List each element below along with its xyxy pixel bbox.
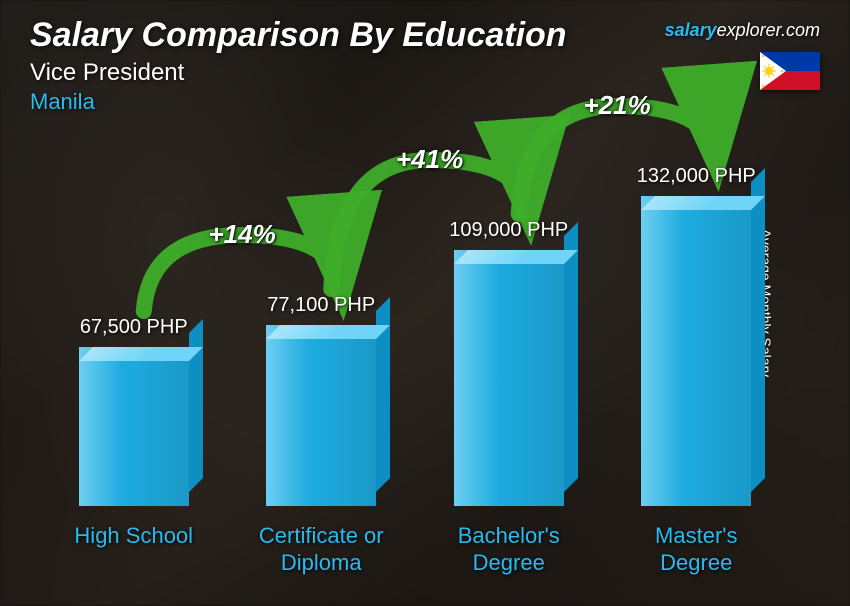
category-label: High School — [44, 523, 224, 576]
category-label: Master'sDegree — [606, 523, 786, 576]
increase-pct-label: +41% — [396, 144, 463, 175]
bar-front — [79, 347, 189, 506]
bar-top — [79, 347, 203, 361]
bar-group: 132,000 PHP — [621, 165, 771, 506]
chart-location: Manila — [30, 89, 567, 115]
bars-container: 67,500 PHP 77,100 PHP 109,000 PHP 132,000 P… — [40, 120, 790, 506]
bar-value-label: 109,000 PHP — [449, 219, 568, 242]
bar-side — [189, 319, 203, 492]
category-label: Bachelor'sDegree — [419, 523, 599, 576]
bar — [641, 196, 751, 506]
chart-area: 67,500 PHP 77,100 PHP 109,000 PHP 132,000 P… — [40, 120, 790, 576]
bar — [79, 347, 189, 506]
bar-top — [641, 196, 765, 210]
increase-pct-label: +21% — [584, 90, 651, 121]
header: Salary Comparison By Education Vice Pres… — [30, 16, 567, 115]
chart-title: Salary Comparison By Education — [30, 16, 567, 55]
bar — [266, 325, 376, 506]
category-label: Certificate orDiploma — [231, 523, 411, 576]
bar-side — [751, 168, 765, 492]
bar-top — [266, 325, 390, 339]
bar-front — [641, 196, 751, 506]
bar-group: 109,000 PHP — [434, 219, 584, 506]
flag-icon — [760, 52, 820, 90]
brand-suffix: explorer.com — [717, 20, 820, 40]
bar-top — [454, 250, 578, 264]
bar-side — [564, 222, 578, 492]
bar-value-label: 67,500 PHP — [80, 316, 188, 339]
brand-prefix: salary — [665, 20, 717, 40]
bar-front — [266, 325, 376, 506]
bar-value-label: 132,000 PHP — [637, 165, 756, 188]
bar-value-label: 77,100 PHP — [267, 294, 375, 317]
chart-subtitle: Vice President — [30, 59, 567, 87]
increase-pct-label: +14% — [209, 219, 276, 250]
bar-front — [454, 250, 564, 506]
brand-watermark: salaryexplorer.com — [665, 20, 820, 41]
container: Salary Comparison By Education Vice Pres… — [0, 0, 850, 606]
flag-rays — [762, 64, 776, 78]
bar-group: 77,100 PHP — [246, 294, 396, 506]
bar-group: 67,500 PHP — [59, 316, 209, 506]
bar — [454, 250, 564, 506]
labels-container: High SchoolCertificate orDiplomaBachelor… — [40, 523, 790, 576]
